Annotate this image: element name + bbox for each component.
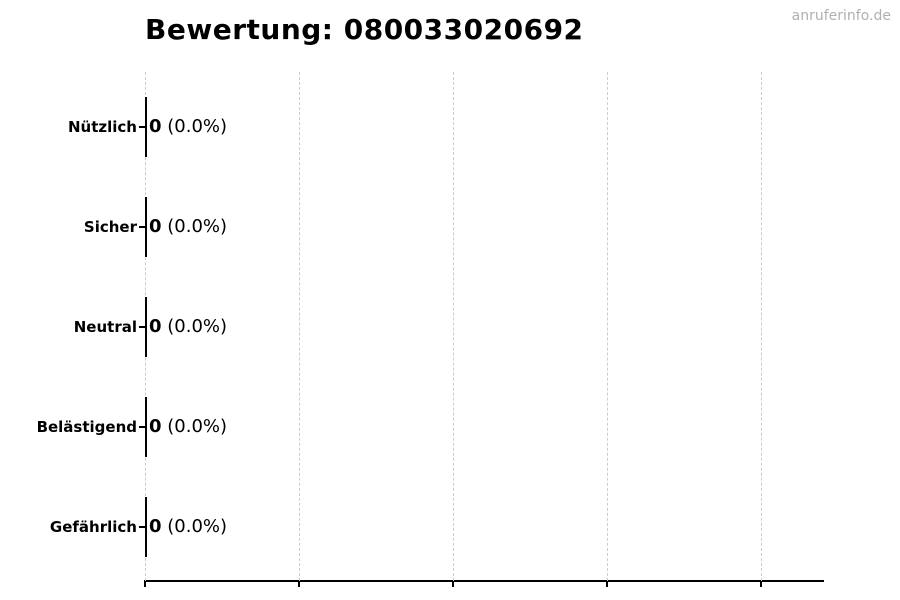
bar: [145, 97, 147, 157]
watermark: anruferinfo.de: [791, 8, 891, 24]
x-gridline: [299, 72, 300, 581]
category-label: Sicher: [83, 218, 137, 236]
value-count: 0: [149, 216, 162, 237]
value-percent: (0.0%): [161, 216, 228, 237]
x-gridline: [607, 72, 608, 581]
value-annotation: 0 (0.0%): [149, 514, 227, 540]
x-gridline: [453, 72, 454, 581]
x-axis-tick: [144, 581, 146, 587]
value-percent: (0.0%): [161, 116, 228, 137]
category-label: Neutral: [73, 318, 137, 336]
value-percent: (0.0%): [161, 316, 228, 337]
y-axis-tick: [139, 326, 146, 328]
bar: [145, 397, 147, 457]
category-label: Belästigend: [36, 418, 137, 436]
y-axis-tick: [139, 526, 146, 528]
chart-title: Bewertung: 080033020692: [145, 13, 584, 46]
x-axis-tick: [298, 581, 300, 587]
bar: [145, 497, 147, 557]
value-count: 0: [149, 416, 162, 437]
x-gridline: [761, 72, 762, 581]
y-axis-tick: [139, 126, 146, 128]
x-axis-tick: [760, 581, 762, 587]
value-count: 0: [149, 316, 162, 337]
value-count: 0: [149, 116, 162, 137]
bar: [145, 297, 147, 357]
value-annotation: 0 (0.0%): [149, 414, 227, 440]
value-percent: (0.0%): [161, 516, 228, 537]
value-count: 0: [149, 516, 162, 537]
category-label: Nützlich: [68, 118, 137, 136]
x-axis-tick: [606, 581, 608, 587]
value-annotation: 0 (0.0%): [149, 314, 227, 340]
y-axis-tick: [139, 226, 146, 228]
x-axis-line: [144, 580, 824, 582]
y-axis-tick: [139, 426, 146, 428]
value-annotation: 0 (0.0%): [149, 214, 227, 240]
value-percent: (0.0%): [161, 416, 228, 437]
bar: [145, 197, 147, 257]
value-annotation: 0 (0.0%): [149, 114, 227, 140]
category-label: Gefährlich: [49, 518, 137, 536]
x-axis-tick: [452, 581, 454, 587]
